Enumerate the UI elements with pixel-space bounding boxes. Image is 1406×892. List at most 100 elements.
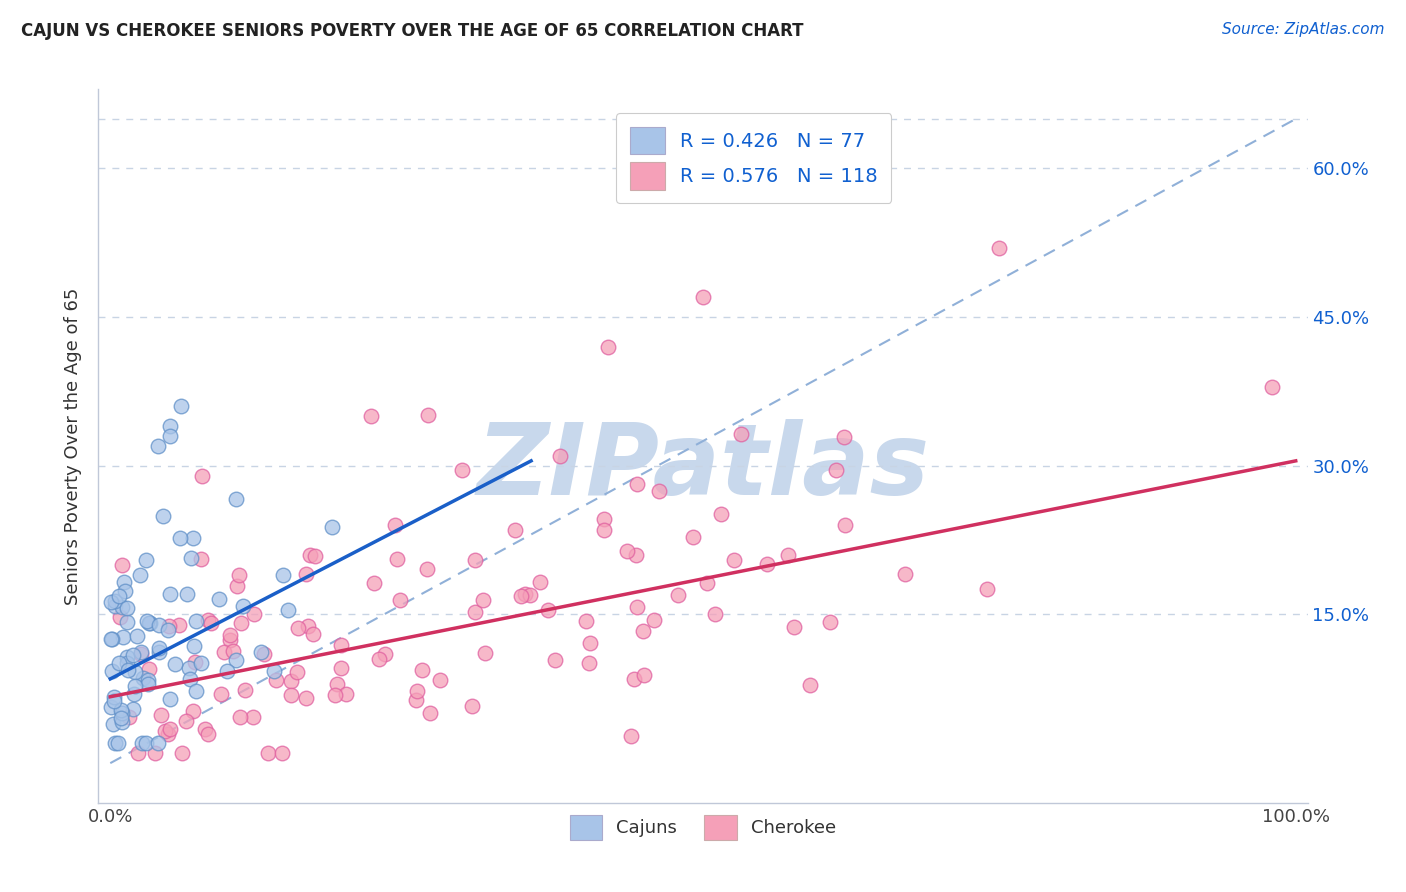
Point [249,645,271,659]
Point [298,548,321,562]
Point [148,640,170,655]
Point [159,429,181,443]
Point [159,692,181,706]
Point [108,610,131,624]
Point [115,615,138,629]
Point [129,647,152,661]
Point [221,644,243,658]
Point [183,640,205,654]
Point [626,600,648,615]
Point [110,706,132,720]
Point [225,491,247,506]
Point [233,682,256,697]
Point [110,599,132,614]
Point [405,692,427,706]
Point [104,593,127,607]
Point [374,647,396,661]
Point [329,661,352,675]
Point [138,673,160,687]
Point [321,520,343,534]
Point [131,671,153,685]
Point [529,575,551,590]
Point [537,603,560,617]
Point [297,619,319,633]
Point [229,710,252,724]
Point [704,607,727,622]
Point [723,553,745,567]
Point [988,241,1011,255]
Point [418,408,440,422]
Point [218,628,240,642]
Point [134,736,156,750]
Text: CAJUN VS CHEROKEE SENIORS POVERTY OVER THE AGE OF 65 CORRELATION CHART: CAJUN VS CHEROKEE SENIORS POVERTY OVER T… [21,22,804,40]
Point [510,590,533,604]
Point [633,668,655,682]
Point [157,623,180,637]
Point [150,707,173,722]
Point [624,548,647,562]
Point [111,715,134,730]
Point [124,679,146,693]
Point [115,649,138,664]
Point [263,664,285,678]
Point [136,614,159,628]
Point [271,746,294,760]
Point [181,531,204,545]
Point [184,683,207,698]
Point [620,729,643,743]
Point [129,568,152,582]
Point [181,704,204,718]
Point [167,617,190,632]
Point [200,616,222,631]
Point [143,746,166,760]
Point [280,673,302,688]
Point [593,511,616,525]
Point [894,566,917,581]
Point [135,552,157,566]
Text: Source: ZipAtlas.com: Source: ZipAtlas.com [1222,22,1385,37]
Point [122,687,145,701]
Point [242,709,264,723]
Point [253,647,276,661]
Point [228,567,250,582]
Point [107,589,129,603]
Point [148,645,170,659]
Point [157,619,180,633]
Point [127,629,149,643]
Point [103,694,125,708]
Point [169,532,191,546]
Point [360,409,382,424]
Point [578,635,600,649]
Point [194,722,217,736]
Point [578,657,600,671]
Point [159,587,181,601]
Point [117,663,139,677]
Point [208,591,231,606]
Point [152,508,174,523]
Point [834,518,856,533]
Point [131,736,153,750]
Point [416,562,439,576]
Point [114,583,136,598]
Point [176,714,198,728]
Point [519,588,541,602]
Point [190,657,212,671]
Point [107,736,129,750]
Point [776,548,799,562]
Point [329,639,352,653]
Point [232,599,254,613]
Point [285,665,308,679]
Point [153,723,176,738]
Point [100,632,122,646]
Point [503,523,526,537]
Point [180,550,202,565]
Point [146,439,169,453]
Point [756,557,779,571]
Point [287,621,309,635]
Point [783,620,806,634]
Point [129,645,152,659]
Point [197,727,219,741]
Point [190,468,212,483]
Point [419,706,441,721]
Point [730,426,752,441]
